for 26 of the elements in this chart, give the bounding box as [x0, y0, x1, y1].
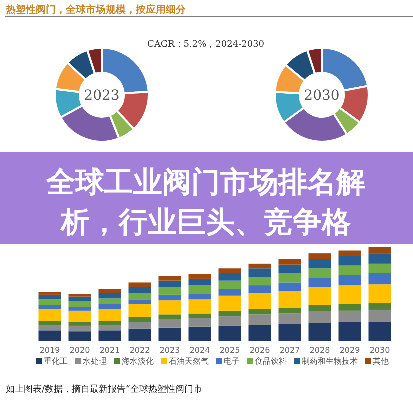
chart-title: 热塑性阀门，全球市场规模，按应用细分	[5, 4, 187, 16]
legend-label: 电子	[224, 357, 240, 366]
text: CAGR：5.2%，2024-2030	[147, 40, 265, 50]
legend-label: 重化工	[44, 357, 68, 366]
x-tick-label: 2029	[340, 346, 360, 355]
legend-label: 制药和生物技术	[302, 357, 358, 366]
legend-label: 水处理	[83, 357, 107, 366]
legend-label: 食品饮料	[255, 357, 287, 366]
x-tick-label: 2019	[40, 346, 60, 355]
text: 2023	[84, 88, 120, 104]
x-tick-label: 2025	[220, 346, 240, 355]
x-tick-label: 2026	[250, 346, 270, 355]
legend-label: 石油天然气	[169, 357, 209, 366]
text: 2030	[304, 88, 340, 104]
chart-title: 全球工业阀门市场排名解析，行业巨头、竞争格	[46, 165, 366, 239]
legend-label: 海水淡化	[122, 357, 154, 366]
legend-label: 其他	[373, 357, 389, 366]
x-tick-label: 2030	[370, 346, 390, 355]
x-tick-label: 2020	[70, 346, 90, 355]
x-tick-label: 2024	[190, 346, 210, 355]
x-tick-label: 2022	[130, 346, 150, 355]
x-tick-label: 2027	[280, 346, 300, 355]
x-tick-label: 2021	[100, 346, 120, 355]
x-tick-label: 2023	[160, 346, 180, 355]
text: 如上图表/数据，摘自最新报告“全球热塑性阀门市	[6, 384, 203, 395]
x-tick-label: 2028	[310, 346, 330, 355]
